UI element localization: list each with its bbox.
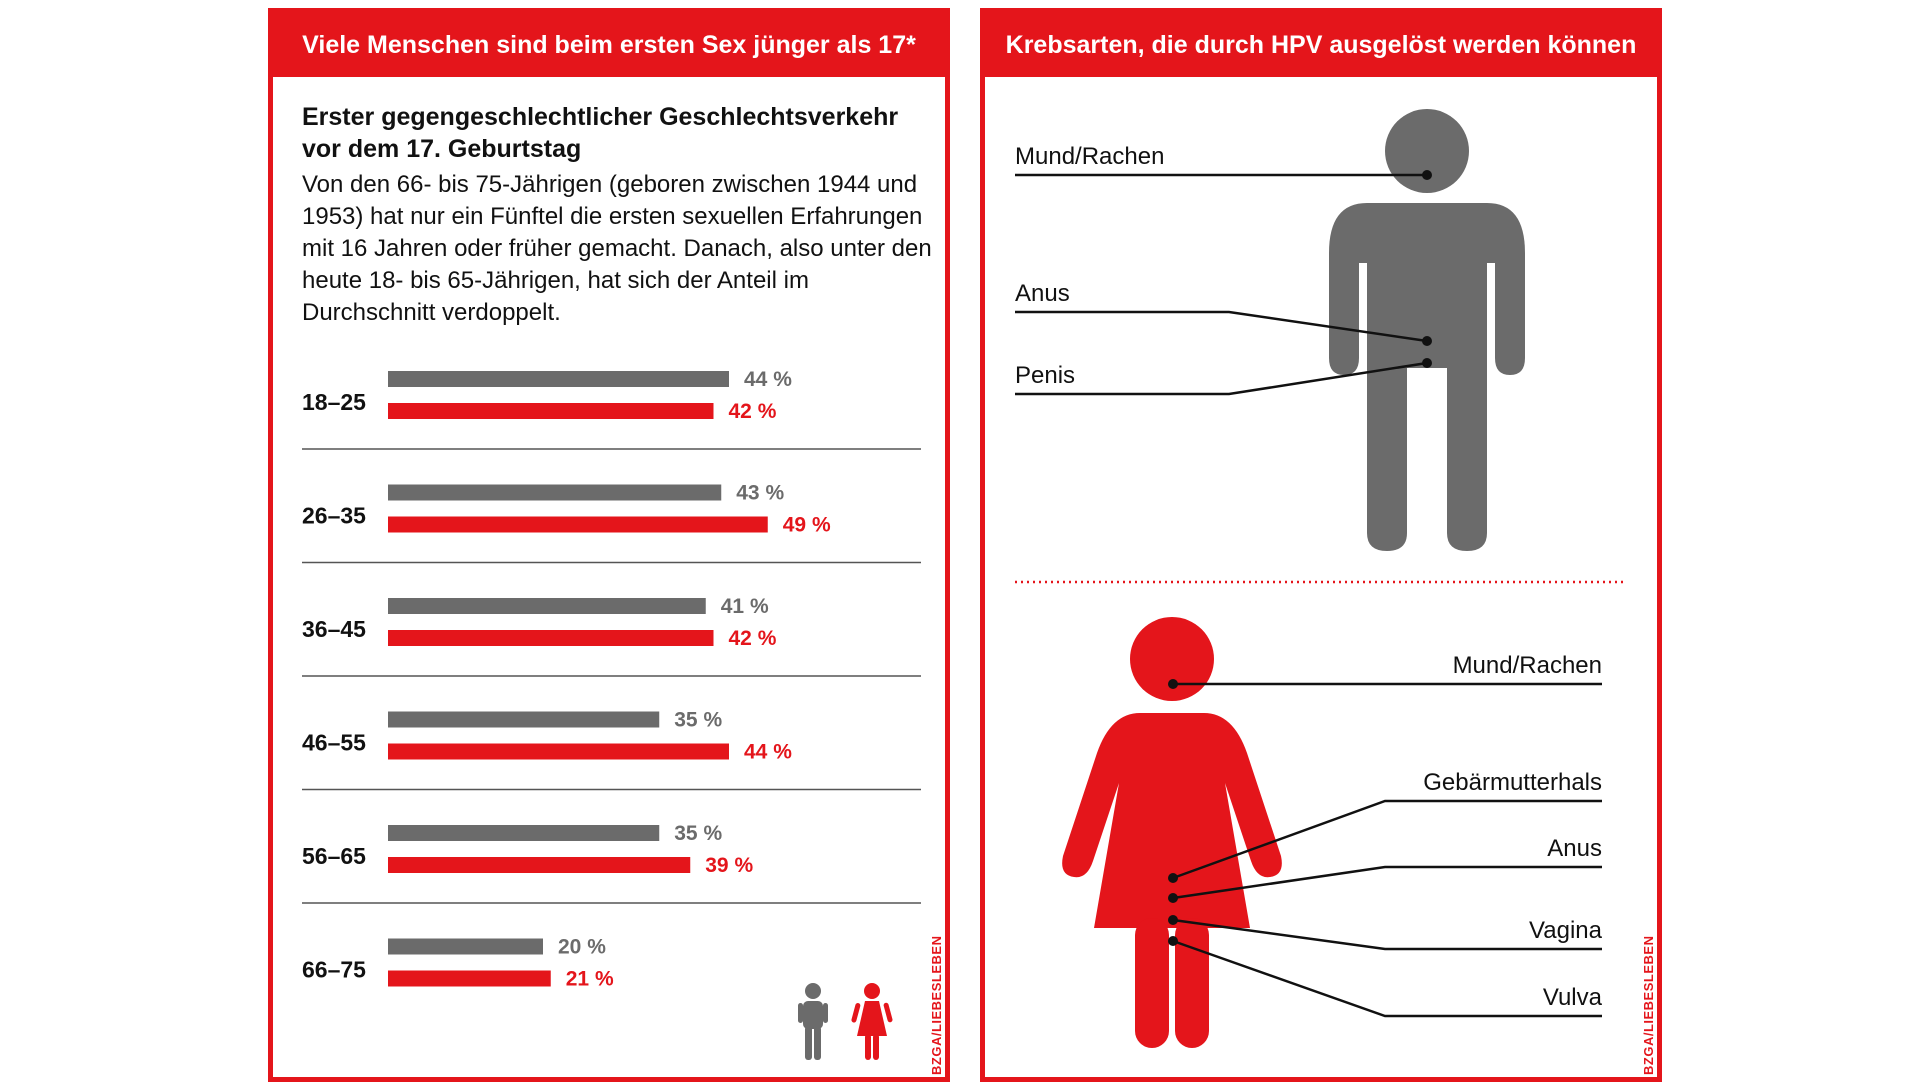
- leader-line: [1172, 918, 1602, 951]
- data-label: 42 %: [729, 627, 777, 650]
- bar-grey: [388, 371, 729, 387]
- left-panel-header: Viele Menschen sind beim ersten Sex jüng…: [273, 13, 945, 77]
- male-figure-icon: [798, 983, 828, 1060]
- leader-dot: [1168, 915, 1178, 925]
- data-label: 20 %: [558, 936, 606, 959]
- male-label-mouth: Mund/Rachen: [1015, 143, 1165, 170]
- leader-dot: [1422, 358, 1432, 368]
- right-panel-header: Krebsarten, die durch HPV ausgelöst werd…: [985, 13, 1657, 77]
- female-label-cervix: Gebärmutterhals: [1423, 769, 1602, 796]
- category-label: 46–55: [302, 730, 366, 756]
- male-label-penis: Penis: [1015, 362, 1076, 389]
- leader-dot: [1168, 936, 1178, 946]
- data-label: 42 %: [729, 400, 777, 423]
- hpv-body-diagram: [1015, 109, 1627, 1048]
- bar-red: [388, 516, 768, 533]
- chart-description: Von den 66- bis 75-Jährigen (geboren zwi…: [302, 171, 932, 326]
- legend-figures: [798, 983, 893, 1060]
- bar-red: [388, 743, 729, 760]
- data-label: 43 %: [736, 482, 784, 505]
- data-label: 35 %: [674, 709, 722, 732]
- leader-line: [1172, 799, 1602, 880]
- bar-red: [388, 403, 714, 419]
- data-label: 21 %: [566, 968, 614, 991]
- chart-subtitle: Erster gegengeschlechtlicher Geschlechts…: [302, 103, 899, 163]
- bar-red: [388, 630, 714, 646]
- female-label-vagina: Vagina: [1529, 917, 1602, 944]
- leader-dot: [1168, 679, 1178, 689]
- female-figure-icon: [851, 983, 893, 1060]
- leader-line: [1172, 939, 1602, 1018]
- male-head: [1385, 109, 1469, 193]
- leader-line: [1015, 361, 1428, 396]
- leader-dot: [1168, 893, 1178, 903]
- female-torso: [1062, 713, 1282, 928]
- data-label: 39 %: [705, 854, 753, 877]
- female-label-vulva: Vulva: [1542, 984, 1602, 1011]
- female-label-anus: Anus: [1547, 835, 1602, 862]
- bar-red: [388, 970, 551, 987]
- category-label: 56–65: [302, 843, 366, 869]
- right-panel: Krebsarten, die durch HPV ausgelöst werd…: [980, 8, 1662, 1082]
- bar-chart: 18–25 44 % 42 % 26–35 43 % 49 % 36–45 41 % 42 % 4…: [302, 368, 921, 991]
- bar-grey: [388, 598, 706, 614]
- data-label: 35 %: [674, 822, 722, 845]
- category-label: 36–45: [302, 616, 366, 642]
- data-label: 44 %: [744, 368, 792, 391]
- female-leg-left: [1135, 918, 1169, 1048]
- male-label-anus: Anus: [1015, 280, 1070, 307]
- category-label: 18–25: [302, 389, 366, 415]
- data-label: 44 %: [744, 741, 792, 764]
- right-credit: BZGA/LIEBESLEBEN: [1641, 935, 1656, 1075]
- female-body-figure: [1062, 617, 1282, 1048]
- left-panel: Viele Menschen sind beim ersten Sex jüng…: [268, 8, 950, 1082]
- leader-line: [1172, 865, 1602, 900]
- bar-grey: [388, 711, 660, 728]
- bar-grey: [388, 938, 543, 955]
- leader-dot: [1422, 336, 1432, 346]
- category-label: 66–75: [302, 957, 366, 983]
- bar-red: [388, 857, 691, 873]
- male-torso: [1329, 203, 1525, 551]
- bar-grey: [388, 484, 722, 501]
- female-head: [1130, 617, 1214, 701]
- data-label: 49 %: [783, 514, 831, 537]
- category-label: 26–35: [302, 503, 366, 529]
- left-credit: BZGA/LIEBESLEBEN: [929, 935, 944, 1075]
- leader-dot: [1168, 873, 1178, 883]
- male-body-figure: [1329, 109, 1525, 551]
- female-leg-right: [1175, 918, 1209, 1048]
- leader-dot: [1422, 170, 1432, 180]
- female-label-mouth: Mund/Rachen: [1452, 652, 1602, 679]
- data-label: 41 %: [721, 595, 769, 618]
- leader-line: [1015, 310, 1428, 343]
- bar-grey: [388, 825, 660, 841]
